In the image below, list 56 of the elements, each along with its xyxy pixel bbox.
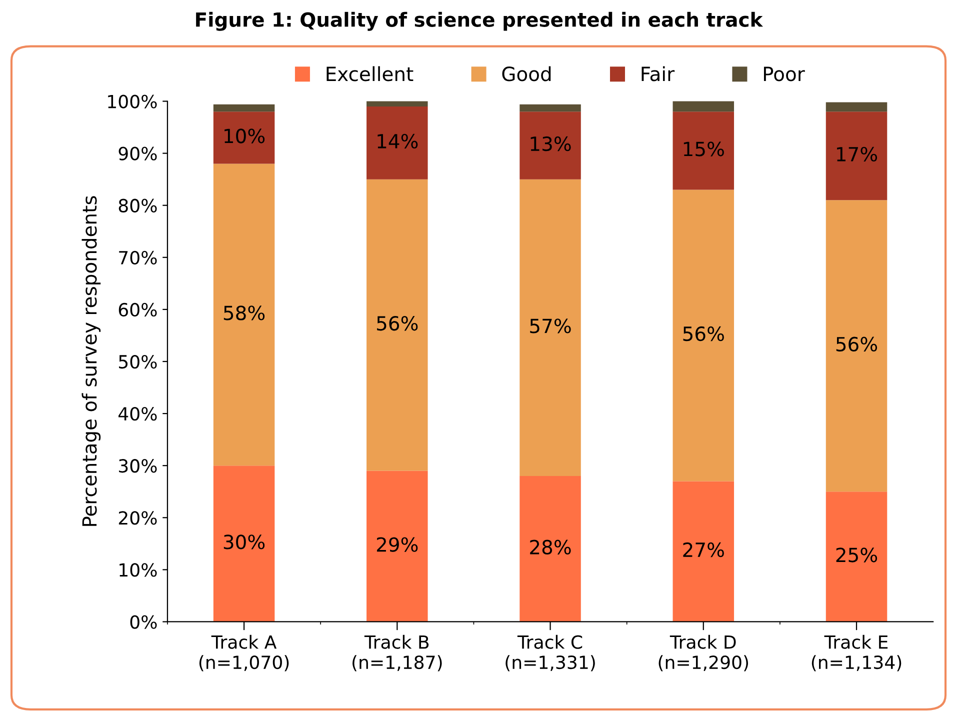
y-tick-label: 10% bbox=[120, 563, 157, 577]
bar bbox=[213, 112, 275, 164]
bar bbox=[366, 470, 428, 622]
y-axis-title: Percentage of survey respondents bbox=[82, 196, 101, 526]
x-tick-label: Track A (n=1,070) bbox=[199, 634, 289, 672]
data-label: 15% bbox=[684, 142, 724, 156]
data-label: 56% bbox=[683, 326, 724, 342]
data-label: 13% bbox=[530, 136, 571, 152]
x-tick-label: Track E (n=1,134) bbox=[812, 634, 902, 672]
bar bbox=[520, 104, 581, 112]
bar bbox=[366, 179, 428, 471]
y-tick-label: 80% bbox=[118, 198, 157, 212]
legend-label: Fair bbox=[642, 66, 675, 82]
bar bbox=[520, 476, 581, 622]
data-label: 17% bbox=[837, 146, 878, 162]
y-tick-label: 30% bbox=[119, 459, 157, 473]
data-label: 57% bbox=[530, 318, 571, 334]
legend-label: Poor bbox=[764, 66, 805, 82]
bar bbox=[213, 164, 275, 466]
y-tick-label: 90% bbox=[118, 146, 157, 160]
y-tick-label: 100% bbox=[108, 94, 157, 108]
y-tick-label: 40% bbox=[118, 407, 157, 421]
bar bbox=[366, 106, 428, 180]
bar bbox=[826, 112, 888, 200]
x-tick-label: Track C (n=1,331) bbox=[506, 634, 595, 672]
data-label: 58% bbox=[224, 306, 265, 320]
legend-label: Good bbox=[502, 66, 551, 82]
y-tick-label: 50% bbox=[119, 354, 157, 369]
bar bbox=[672, 481, 734, 622]
chart-title: Figure 1: Quality of science presented in each track bbox=[196, 12, 764, 31]
x-tick-label: Track D (n=1,290) bbox=[658, 634, 748, 672]
data-label: 28% bbox=[530, 540, 571, 555]
data-label: 30% bbox=[224, 534, 265, 550]
bar bbox=[672, 112, 734, 190]
y-tick-label: 60% bbox=[118, 302, 157, 317]
bar bbox=[672, 190, 734, 482]
x-tick-label: Track B (n=1,187) bbox=[352, 634, 442, 672]
bar bbox=[213, 466, 275, 622]
data-label: 29% bbox=[376, 537, 418, 552]
data-label: 25% bbox=[836, 548, 878, 562]
bar bbox=[213, 104, 275, 112]
bar bbox=[826, 102, 888, 112]
data-label: 56% bbox=[836, 336, 878, 352]
data-label: 14% bbox=[378, 134, 418, 149]
bar bbox=[826, 492, 888, 622]
data-label: 27% bbox=[683, 542, 724, 558]
y-tick-label: 20% bbox=[118, 511, 157, 525]
y-tick-label: 0% bbox=[130, 615, 157, 629]
bar bbox=[826, 200, 888, 492]
legend-label: Excellent bbox=[326, 66, 414, 82]
bar bbox=[366, 101, 428, 106]
data-label: 10% bbox=[224, 128, 265, 144]
y-tick-label: 70% bbox=[119, 250, 157, 265]
bar bbox=[520, 112, 581, 180]
bar bbox=[520, 179, 581, 476]
data-label: 56% bbox=[377, 316, 418, 331]
